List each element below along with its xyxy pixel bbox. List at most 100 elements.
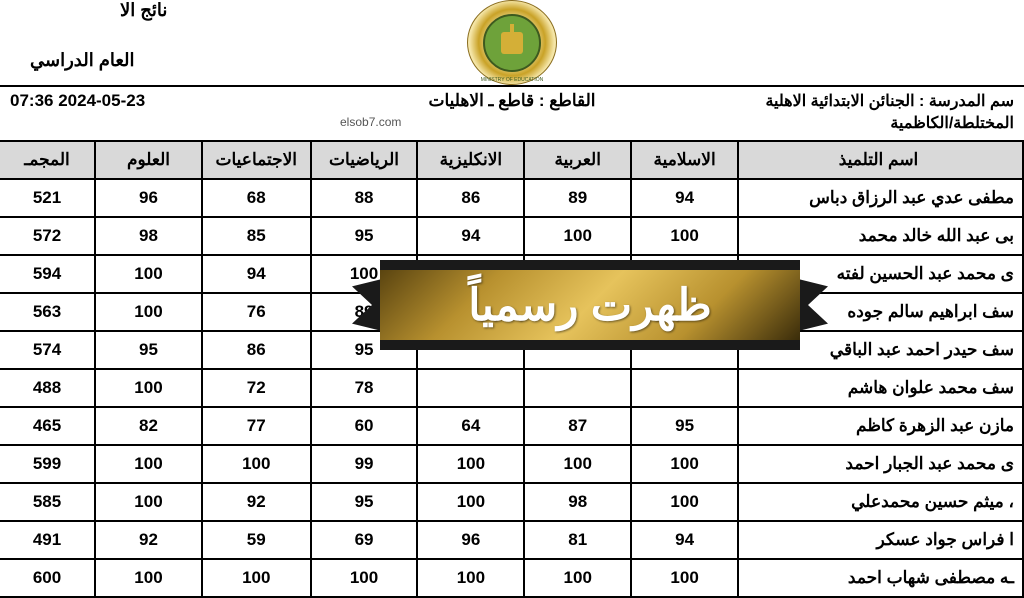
results-table: اسم التلميذ الاسلامية العربية الانكليزية…	[0, 140, 1024, 598]
cell-score: 594	[0, 255, 95, 293]
cell-student-name: مازن عبد الزهرة كاظم	[738, 407, 1023, 445]
col-english: الانكليزية	[417, 141, 524, 179]
cell-score: 600	[0, 559, 95, 597]
cell-score: 99	[311, 445, 418, 483]
cell-score: 521	[0, 179, 95, 217]
cell-score: 88	[311, 179, 418, 217]
cell-score	[417, 369, 524, 407]
cell-score: 585	[0, 483, 95, 521]
logo-caption: MINISTRY OF EDUCATION	[467, 77, 557, 83]
cell-score: 563	[0, 293, 95, 331]
cell-score: 488	[0, 369, 95, 407]
cell-score: 100	[417, 483, 524, 521]
cell-score: 92	[202, 483, 311, 521]
cell-score: 100	[524, 217, 631, 255]
cell-student-name: سف محمد علوان هاشم	[738, 369, 1023, 407]
cell-score: 85	[202, 217, 311, 255]
cell-score: 78	[311, 369, 418, 407]
cell-student-name: ، ميثم حسين محمدعلي	[738, 483, 1023, 521]
table-row: مطفى عدي عبد الرزاق دباس948986886896521	[0, 179, 1023, 217]
cell-score: 100	[524, 445, 631, 483]
cell-score: 95	[95, 331, 202, 369]
cell-score: 100	[202, 559, 311, 597]
cell-score: 100	[631, 217, 738, 255]
col-math: الرياضيات	[311, 141, 418, 179]
cell-score: 94	[631, 521, 738, 559]
cell-score: 100	[95, 255, 202, 293]
cell-score: 100	[95, 293, 202, 331]
cell-score: 98	[95, 217, 202, 255]
cell-score: 100	[95, 559, 202, 597]
cell-score	[524, 369, 631, 407]
ministry-logo: MINISTRY OF EDUCATION	[467, 0, 557, 85]
cell-score: 94	[417, 217, 524, 255]
cell-score: 100	[631, 559, 738, 597]
cell-score: 465	[0, 407, 95, 445]
cell-score: 77	[202, 407, 311, 445]
cell-score: 96	[417, 521, 524, 559]
watermark: elsob7.com	[340, 115, 401, 129]
info-row: سم المدرسة : الجنائن الابتدائية الاهلية …	[0, 85, 1024, 138]
cell-student-name: ى محمد عبد الجبار احمد	[738, 445, 1023, 483]
cell-score: 100	[311, 559, 418, 597]
col-science: العلوم	[95, 141, 202, 179]
col-arabic: العربية	[524, 141, 631, 179]
cell-score: 100	[417, 445, 524, 483]
cell-score: 95	[311, 217, 418, 255]
cell-student-name: مطفى عدي عبد الرزاق دباس	[738, 179, 1023, 217]
cell-score: 82	[95, 407, 202, 445]
table-row: سف محمد علوان هاشم 7872100488	[0, 369, 1023, 407]
cell-score: 64	[417, 407, 524, 445]
table-body: مطفى عدي عبد الرزاق دباس948986886896521ب…	[0, 179, 1023, 597]
col-islamic: الاسلامية	[631, 141, 738, 179]
cell-score: 60	[311, 407, 418, 445]
datetime: 07:36 2024-05-23	[10, 91, 145, 111]
cell-score: 72	[202, 369, 311, 407]
cell-score: 100	[95, 445, 202, 483]
table-row: ، ميثم حسين محمدعلي100981009592100585	[0, 483, 1023, 521]
cell-score: 491	[0, 521, 95, 559]
school-label-prefix: سم المدرسة :	[915, 93, 1014, 110]
col-social: الاجتماعيات	[202, 141, 311, 179]
cell-score: 95	[631, 407, 738, 445]
results-page: نائج الا MINISTRY OF EDUCATION العام الد…	[0, 0, 1024, 597]
col-total: المجمـ	[0, 141, 95, 179]
cell-score	[631, 369, 738, 407]
cell-score: 96	[95, 179, 202, 217]
school-info: سم المدرسة : الجنائن الابتدائية الاهلية …	[765, 91, 1014, 136]
table-header-row: اسم التلميذ الاسلامية العربية الانكليزية…	[0, 141, 1023, 179]
table-row: مازن عبد الزهرة كاظم958764607782465	[0, 407, 1023, 445]
banner-main: ظهرت رسمياً	[380, 260, 800, 350]
cell-score: 572	[0, 217, 95, 255]
cell-score: 87	[524, 407, 631, 445]
school-line2: المختلطة/الكاظمية	[765, 113, 1014, 135]
col-student-name: اسم التلميذ	[738, 141, 1023, 179]
sector-label: القاطع : قاطع ـ الاهليات	[428, 91, 595, 111]
cell-score: 94	[631, 179, 738, 217]
cell-score: 81	[524, 521, 631, 559]
cell-score: 599	[0, 445, 95, 483]
cell-score: 76	[202, 293, 311, 331]
cell-score: 68	[202, 179, 311, 217]
cell-score: 69	[311, 521, 418, 559]
cell-student-name: ـه مصطفى شهاب احمد	[738, 559, 1023, 597]
cell-score: 98	[524, 483, 631, 521]
cell-student-name: بى عبد الله خالد محمد	[738, 217, 1023, 255]
cell-score: 100	[524, 559, 631, 597]
cell-score: 100	[95, 483, 202, 521]
table-row: ـه مصطفى شهاب احمد100100100100100100600	[0, 559, 1023, 597]
cell-score: 95	[311, 483, 418, 521]
header: نائج الا MINISTRY OF EDUCATION العام الد…	[0, 0, 1024, 85]
cell-score: 574	[0, 331, 95, 369]
cell-score: 100	[95, 369, 202, 407]
cell-score: 100	[202, 445, 311, 483]
cell-score: 86	[202, 331, 311, 369]
table-row: بى عبد الله خالد محمد10010094958598572	[0, 217, 1023, 255]
school-name: الجنائن الابتدائية الاهلية	[765, 93, 914, 110]
banner-text: ظهرت رسمياً	[468, 280, 711, 331]
cell-student-name: ا فراس جواد عسكر	[738, 521, 1023, 559]
cell-score: 100	[631, 445, 738, 483]
academic-year-label: العام الدراسي	[30, 50, 135, 71]
announcement-banner: ظهرت رسمياً	[380, 260, 800, 350]
cell-score: 100	[417, 559, 524, 597]
